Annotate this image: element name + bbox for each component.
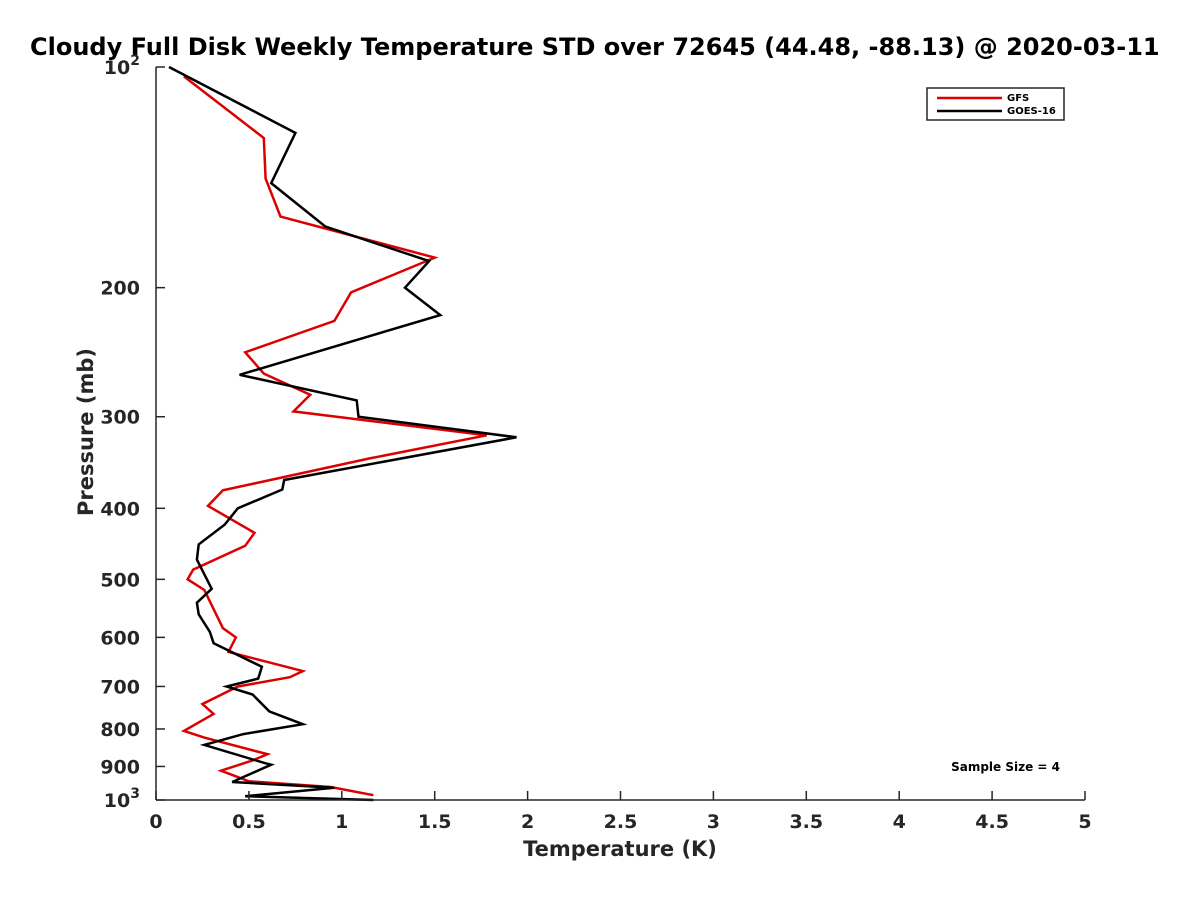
legend-label-goes-16: GOES-16 (1007, 106, 1056, 117)
x-tick-label: 2.5 (604, 811, 638, 833)
y-tick-label: 600 (100, 627, 140, 649)
x-axis-label: Temperature (K) (523, 837, 717, 861)
y-tick-label: 700 (100, 676, 140, 698)
x-tick-label: 3 (707, 811, 720, 833)
x-tick-label: 4.5 (975, 811, 1009, 833)
legend: GFS GOES-16 (926, 87, 1065, 121)
y-axis-label: Pressure (mb) (74, 348, 98, 516)
x-tick-label: 1.5 (418, 811, 452, 833)
y-tick-label: 200 (100, 278, 140, 300)
y-tick-label: 900 (100, 756, 140, 778)
legend-label-gfs: GFS (1007, 93, 1029, 104)
x-tick-label: 3.5 (789, 811, 823, 833)
y-tick-label: 500 (100, 569, 140, 591)
y-tick-label: 102 (104, 53, 140, 79)
series-line-goes-16 (168, 65, 517, 802)
y-tick-label: 300 (100, 407, 140, 429)
plot-area (168, 65, 517, 802)
x-tick-label: 5 (1078, 811, 1091, 833)
y-tick-label: 103 (104, 786, 140, 812)
y-tick-label: 400 (100, 498, 140, 520)
legend-box (926, 87, 1065, 121)
series-line-gfs (180, 75, 487, 797)
sample-size-annotation: Sample Size = 4 (951, 760, 1060, 774)
x-tick-label: 1 (335, 811, 348, 833)
axes (155, 66, 1086, 801)
tick-labels: 0 0.5 1 1.5 2 2.5 3 3.5 4 4.5 5 102 200 300 400 500 600 7… (100, 53, 1091, 833)
chart-title: Cloudy Full Disk Weekly Temperature STD … (30, 33, 1160, 61)
x-tick-label: 0.5 (232, 811, 266, 833)
y-tick-label: 800 (100, 719, 140, 741)
x-tick-label: 2 (521, 811, 534, 833)
x-tick-label: 0 (149, 811, 162, 833)
x-tick-label: 4 (893, 811, 906, 833)
